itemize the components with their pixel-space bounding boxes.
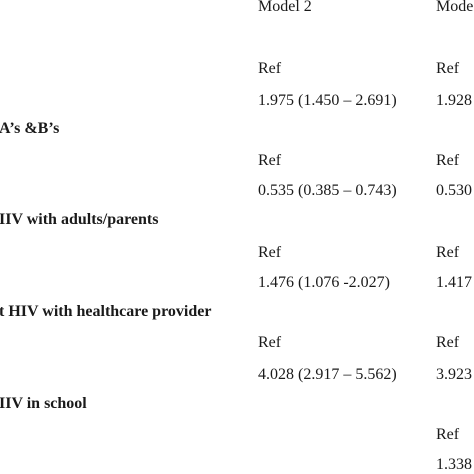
row-group-label: t HIV with healthcare provider [0, 303, 212, 320]
cell-model-2: 0.535 (0.385 – 0.743) [258, 182, 397, 199]
cell-model-2: 1.975 (1.450 – 2.691) [258, 92, 397, 109]
cell-model-2: Ref [258, 60, 282, 77]
cell-model-2: Ref [258, 334, 282, 351]
cell-model-3: Ref [436, 152, 460, 169]
row-group-label: IIV with adults/parents [0, 211, 159, 228]
cell-model-3: Ref [436, 60, 460, 77]
row-group-label: IIV in school [0, 395, 87, 412]
cell-model-2: 1.476 (1.076 -2.027) [258, 274, 390, 291]
cell-model-3: 1.417 [436, 274, 472, 291]
cell-model-3: 1.928 [436, 92, 472, 109]
cell-model-3: 3.923 [436, 366, 472, 383]
cell-model-3: Ref [436, 426, 460, 443]
cell-model-3: 0.530 [436, 182, 472, 199]
cell-model-3: Ref [436, 334, 460, 351]
row-group-label: A’s &B’s [0, 120, 60, 137]
cell-model-2: Ref [258, 152, 282, 169]
cell-model-2: Ref [258, 244, 282, 261]
cell-model-2: 4.028 (2.917 – 5.562) [258, 366, 397, 383]
column-header-model-3: Mode [436, 0, 474, 15]
cell-model-3: 1.338 [436, 456, 472, 473]
column-header-model-2: Model 2 [258, 0, 312, 15]
cell-model-3: Ref [436, 244, 460, 261]
